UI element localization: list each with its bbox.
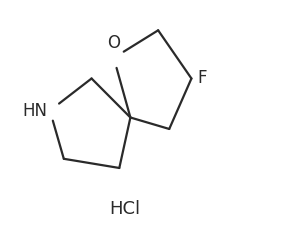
Text: F: F bbox=[197, 70, 207, 87]
Text: HCl: HCl bbox=[109, 200, 140, 218]
Text: O: O bbox=[107, 34, 120, 52]
Text: HN: HN bbox=[22, 102, 47, 120]
